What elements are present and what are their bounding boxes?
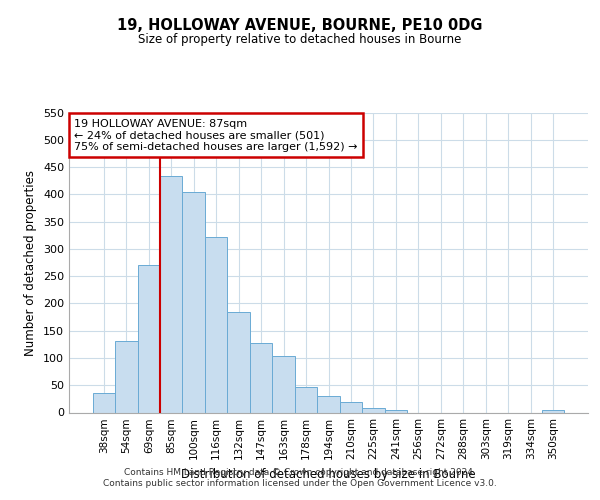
Bar (340, 402, 362, 412)
Bar (385, 410, 407, 412)
Bar (362, 408, 385, 412)
Bar (317, 396, 340, 412)
Text: 19, HOLLOWAY AVENUE, BOURNE, PE10 0DG: 19, HOLLOWAY AVENUE, BOURNE, PE10 0DG (117, 18, 483, 32)
Y-axis label: Number of detached properties: Number of detached properties (25, 170, 37, 356)
Bar (250, 342, 272, 412)
Bar (137, 264, 160, 412)
Bar (272, 356, 295, 412)
Bar (542, 410, 565, 412)
Text: Contains HM Land Registry data © Crown copyright and database right 2024.
Contai: Contains HM Land Registry data © Crown c… (103, 468, 497, 487)
Bar (205, 237, 227, 412)
Bar (115, 340, 137, 412)
Bar (92, 394, 115, 412)
Text: 19 HOLLOWAY AVENUE: 87sqm
← 24% of detached houses are smaller (501)
75% of semi: 19 HOLLOWAY AVENUE: 87sqm ← 24% of detac… (74, 118, 358, 152)
Bar (227, 312, 250, 412)
Bar (160, 176, 182, 412)
Bar (182, 192, 205, 412)
Text: Size of property relative to detached houses in Bourne: Size of property relative to detached ho… (139, 32, 461, 46)
Bar (295, 388, 317, 412)
X-axis label: Distribution of detached houses by size in Bourne: Distribution of detached houses by size … (181, 468, 476, 481)
